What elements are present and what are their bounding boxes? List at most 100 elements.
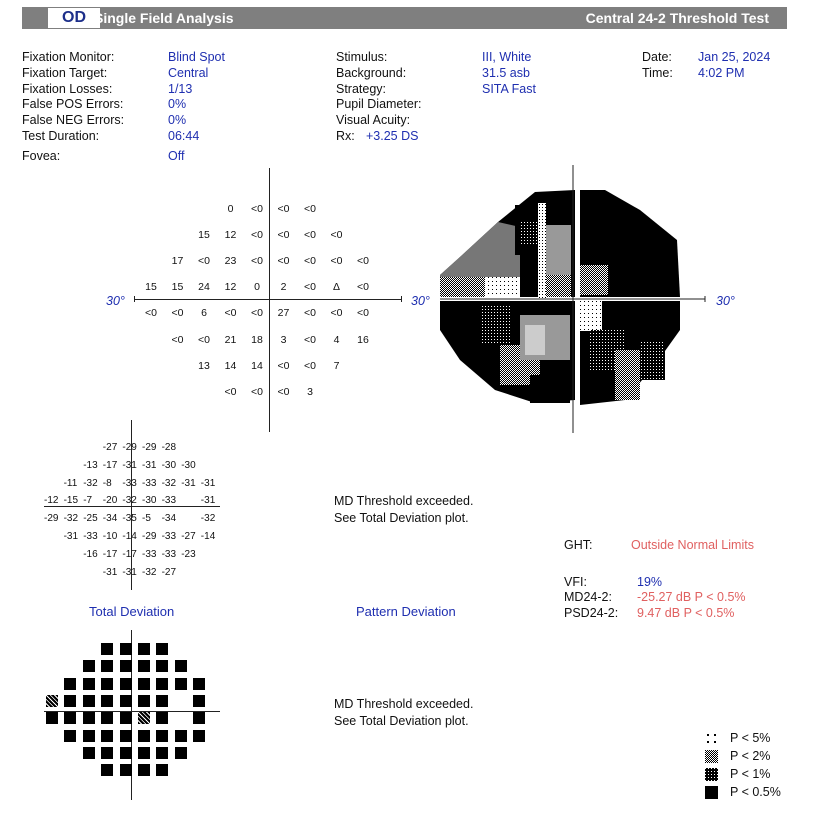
threshold-value: <0	[304, 359, 316, 372]
total-deviation-value: -29	[122, 442, 137, 453]
total-deviation-value: -32	[161, 477, 177, 489]
total-deviation-value: -33	[161, 548, 177, 560]
strategy-label: Strategy:	[336, 82, 387, 96]
header-bar: OD Single Field Analysis Central 24-2 Th…	[22, 7, 787, 29]
prob-horizontal-axis	[44, 711, 220, 712]
vfi-label: VFI:	[564, 575, 587, 589]
dots-icon	[707, 734, 716, 743]
total-deviation-title: Total Deviation	[89, 604, 175, 619]
total-deviation-value: -30	[181, 459, 196, 471]
probability-symbol	[193, 677, 206, 690]
threshold-value: <0	[251, 229, 263, 242]
grayscale-fill	[440, 190, 680, 405]
total-deviation-value: -29	[142, 531, 157, 542]
probability-symbol	[101, 729, 114, 742]
total-deviation-value: -20	[102, 495, 118, 507]
probability-symbol	[138, 764, 150, 777]
stimulus-value: III, White	[482, 50, 532, 64]
probability-symbol	[82, 746, 95, 759]
total-deviation-value: -33	[83, 531, 98, 542]
time-value: 4:02 PM	[698, 66, 745, 80]
strategy-value: SITA Fast	[482, 82, 536, 96]
threshold-value: 3	[280, 333, 287, 346]
threshold-value: 15	[171, 281, 184, 294]
total-deviation-value: -33	[161, 531, 177, 542]
probability-symbol	[64, 729, 77, 742]
total-deviation-value: -7	[83, 495, 93, 507]
test-duration-value: 06:44	[168, 129, 200, 143]
total-deviation-value: -12	[44, 495, 59, 507]
total-deviation-value: -25	[83, 513, 98, 525]
probability-symbol	[193, 712, 206, 725]
probability-symbol	[119, 712, 132, 725]
total-deviation-value: -10	[102, 531, 118, 542]
threshold-value: 4	[333, 333, 340, 346]
threshold-value: 13	[198, 359, 210, 372]
fixation-target-value: Central	[168, 66, 209, 80]
grayscale-map	[440, 165, 706, 433]
light-checker-icon	[705, 750, 718, 763]
total-deviation-value: -30	[161, 459, 177, 471]
threshold-value: <0	[251, 255, 263, 268]
total-deviation-value: -29	[142, 442, 157, 453]
total-deviation-value: -17	[102, 548, 118, 560]
total-deviation-value: -31	[122, 459, 137, 471]
total-deviation-value: -27	[102, 442, 118, 453]
threshold-value: 27	[277, 307, 290, 320]
probability-symbol	[138, 660, 150, 673]
probability-symbol	[82, 712, 95, 725]
probability-symbol	[138, 712, 150, 725]
threshold-value: 6	[201, 307, 207, 320]
md-label: MD24-2:	[564, 590, 612, 604]
threshold-value: <0	[251, 385, 263, 398]
probability-symbol	[138, 677, 150, 690]
time-label: Time:	[642, 66, 673, 80]
probability-symbol	[138, 746, 150, 759]
threshold-value: 15	[145, 281, 157, 294]
probability-symbol	[64, 712, 77, 725]
axis-tick	[134, 296, 135, 302]
false-neg-value: 0%	[168, 113, 187, 127]
total-deviation-value: -33	[142, 548, 157, 560]
total-deviation-value: -14	[200, 531, 216, 542]
probability-symbol	[138, 729, 150, 742]
threshold-value: <0	[357, 255, 369, 268]
threshold-value: <0	[304, 255, 316, 268]
probability-symbol	[64, 694, 77, 707]
total-deviation-value: -14	[122, 531, 137, 542]
solid-square-icon	[705, 786, 718, 799]
threshold-value: <0	[198, 255, 210, 268]
legend-text-05: P < 0.5%	[730, 785, 781, 799]
axis-tick	[401, 296, 402, 302]
threshold-value: <0	[330, 255, 343, 268]
total-deviation-value: -35	[122, 513, 137, 525]
total-deviation-value: -32	[142, 566, 157, 578]
probability-symbol	[174, 660, 187, 673]
see-total-message-2: See Total Deviation plot.	[334, 714, 469, 728]
threshold-value: 14	[251, 359, 263, 372]
total-deviation-value: -16	[83, 548, 98, 560]
total-deviation-value: -23	[181, 548, 196, 560]
threshold-value: <0	[171, 307, 184, 320]
total-deviation-value: -17	[122, 548, 137, 560]
threshold-value: <0	[251, 203, 263, 215]
threshold-value: 17	[171, 255, 184, 268]
total-deviation-value: -32	[200, 513, 216, 525]
threshold-value: <0	[251, 307, 263, 320]
background-value: 31.5 asb	[482, 66, 530, 80]
probability-symbol	[119, 764, 132, 777]
total-deviation-value: -30	[142, 495, 157, 507]
total-deviation-value: -33	[122, 477, 137, 489]
eye-label: OD	[48, 8, 100, 28]
total-deviation-value: -32	[122, 495, 137, 507]
probability-symbol	[101, 660, 114, 673]
threshold-horizontal-axis	[134, 299, 402, 300]
threshold-value: 7	[333, 359, 340, 372]
false-pos-label: False POS Errors:	[22, 97, 124, 111]
total-deviation-value: -32	[83, 477, 98, 489]
total-deviation-value: -31	[181, 477, 196, 489]
threshold-value: <0	[171, 333, 184, 346]
fixation-monitor-value: Blind Spot	[168, 50, 225, 64]
threshold-value: 0	[254, 281, 260, 294]
psd-value: 9.47 dB P < 0.5%	[637, 606, 735, 620]
